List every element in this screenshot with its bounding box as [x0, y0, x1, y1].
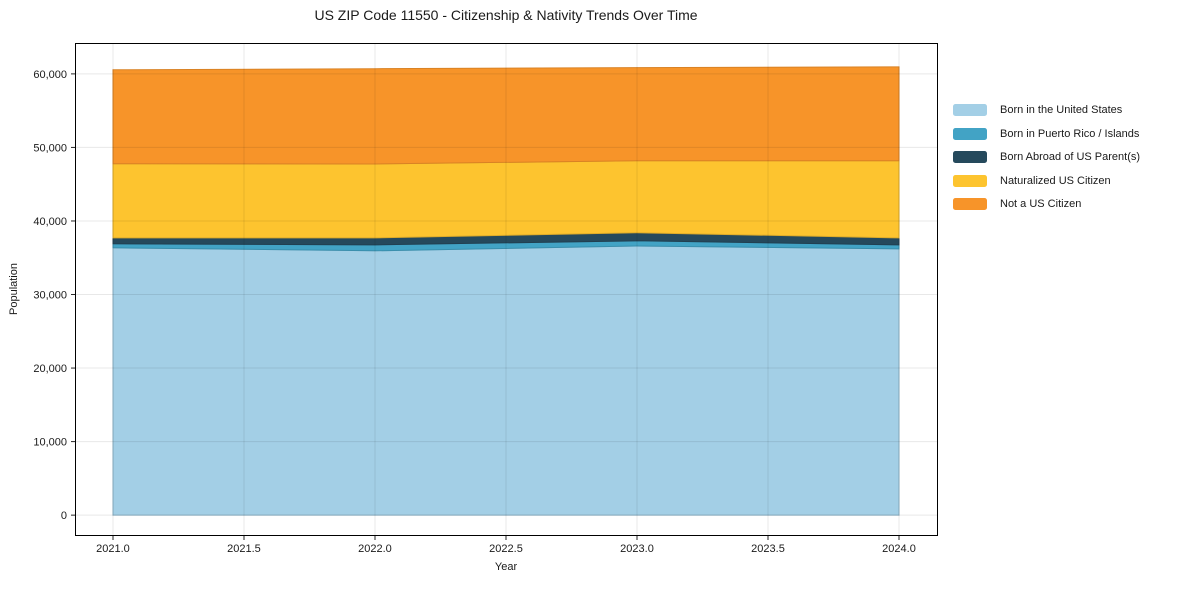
- svg-text:10,000: 10,000: [33, 437, 67, 449]
- legend-swatch: [953, 174, 987, 187]
- svg-text:0: 0: [61, 510, 67, 522]
- svg-text:60,000: 60,000: [33, 69, 67, 81]
- legend-item-naturalized: Naturalized US Citizen: [953, 174, 1140, 188]
- x-axis-label: Year: [494, 561, 518, 573]
- legend-item-born-abroad: Born Abroad of US Parent(s): [953, 151, 1140, 164]
- legend-swatch: [953, 198, 987, 211]
- svg-text:2023.5: 2023.5: [751, 543, 785, 555]
- legend-item-born-pr: Born in Puerto Rico / Islands: [953, 127, 1140, 141]
- legend-swatch: [953, 151, 987, 164]
- legend-label: Naturalized US Citizen: [1000, 174, 1111, 187]
- legend: Born in the United States Born in Puerto…: [953, 104, 1140, 211]
- legend-swatch: [953, 127, 987, 140]
- legend-item-not-citizen: Not a US Citizen: [953, 198, 1140, 211]
- svg-text:2024.0: 2024.0: [882, 543, 916, 555]
- svg-text:20,000: 20,000: [33, 363, 67, 375]
- svg-text:40,000: 40,000: [33, 216, 67, 228]
- svg-text:30,000: 30,000: [33, 290, 67, 302]
- chart-title: US ZIP Code 11550 - Citizenship & Nativi…: [314, 7, 698, 23]
- svg-text:2022.5: 2022.5: [489, 543, 523, 555]
- legend-swatch: [953, 104, 987, 117]
- y-axis-label: Population: [8, 263, 20, 315]
- legend-item-born-us: Born in the United States: [953, 104, 1140, 117]
- svg-text:2022.0: 2022.0: [358, 543, 392, 555]
- svg-text:2021.0: 2021.0: [96, 543, 130, 555]
- svg-text:2021.5: 2021.5: [227, 543, 261, 555]
- legend-label: Born in Puerto Rico / Islands: [1000, 127, 1140, 140]
- svg-text:50,000: 50,000: [33, 142, 67, 154]
- legend-label: Not a US Citizen: [1000, 198, 1082, 211]
- legend-label: Born Abroad of US Parent(s): [1000, 151, 1141, 164]
- legend-label: Born in the United States: [1000, 104, 1123, 117]
- svg-text:2023.0: 2023.0: [620, 543, 654, 555]
